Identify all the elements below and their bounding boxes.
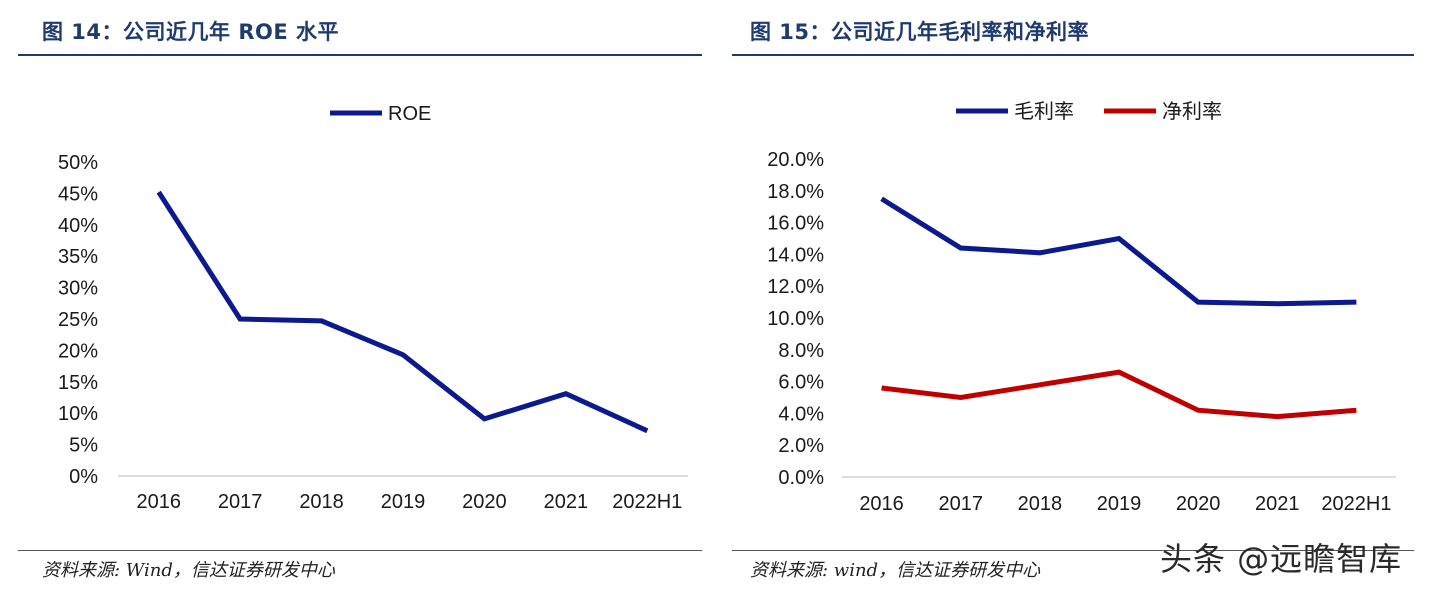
roe-figure-panel: 图 14：公司近几年 ROE 水平 0% 5% 10% 15% 20% 25% 30% 35%… (0, 0, 720, 593)
y-tick-label: 10.0% (767, 308, 824, 330)
source-note: 资料来源: wind，信达证券研发中心 (750, 560, 1041, 581)
x-tick-label: 2019 (381, 491, 426, 513)
title-rule (732, 54, 1414, 56)
watermark: 头条 @远瞻智库 (1160, 540, 1403, 578)
y-tick-label: 5% (69, 435, 98, 457)
y-tick-label: 30% (58, 278, 98, 300)
y-tick-label: 16.0% (767, 213, 824, 235)
x-tick-label: 2021 (1255, 493, 1300, 515)
x-tick-label: 2016 (859, 493, 904, 515)
y-tick-label: 4.0% (778, 403, 824, 425)
x-tick-label: 2020 (462, 491, 507, 513)
x-tick-label: 2016 (136, 491, 181, 513)
figure-title: 图 15：公司近几年毛利率和净利率 (750, 20, 1090, 44)
y-tick-label: 6.0% (778, 372, 824, 394)
x-tick-label: 2019 (1097, 493, 1142, 515)
y-tick-label: 45% (58, 183, 98, 205)
y-tick-label: 15% (58, 372, 98, 394)
legend-label: ROE (388, 103, 431, 125)
x-tick-label: 2022H1 (1321, 493, 1391, 515)
series-line-0 (880, 196, 1357, 307)
y-tick-label: 40% (58, 215, 98, 237)
y-tick-label: 20.0% (767, 149, 824, 171)
y-tick-label: 0% (69, 466, 98, 488)
y-tick-label: 0.0% (778, 467, 824, 489)
y-tick-label: 10% (58, 403, 98, 425)
x-tick-label: 2018 (299, 491, 344, 513)
y-tick-label: 50% (58, 152, 98, 174)
margin-line-chart: 0.0% 2.0% 4.0% 6.0% 8.0% 10.0% 12.0% 14.0% 16.0%… (767, 100, 1396, 515)
y-tick-label: 12.0% (767, 276, 824, 298)
y-tick-label: 25% (58, 309, 98, 331)
y-tick-label: 18.0% (767, 181, 824, 203)
y-tick-label: 8.0% (778, 340, 824, 362)
y-tick-label: 14.0% (767, 244, 824, 266)
margin-figure-panel: 图 15：公司近几年毛利率和净利率 0.0% 2.0% 4.0% 6.0% 8.0% 10… (724, 0, 1444, 593)
roe-line-chart: 0% 5% 10% 15% 20% 25% 30% 35% 40% 45% 50% 2016 2017 2… (58, 103, 688, 513)
figure-title: 图 14：公司近几年 ROE 水平 (42, 20, 340, 44)
legend-label: 毛利率 (1014, 100, 1074, 123)
source-note: 资料来源: Wind，信达证券研发中心 (42, 560, 335, 581)
x-tick-label: 2017 (218, 491, 263, 513)
x-tick-label: 2022H1 (612, 491, 682, 513)
source-rule (732, 550, 1414, 551)
y-tick-label: 2.0% (778, 435, 824, 457)
x-tick-label: 2021 (544, 491, 589, 513)
y-tick-label: 20% (58, 340, 98, 362)
series-line-0 (156, 190, 649, 434)
x-tick-label: 2020 (1176, 493, 1221, 515)
series-line-1 (881, 369, 1357, 420)
x-tick-label: 2017 (938, 493, 983, 515)
legend-label: 净利率 (1162, 100, 1222, 123)
source-rule (18, 550, 702, 551)
title-rule (18, 54, 702, 56)
y-tick-label: 35% (58, 246, 98, 268)
x-tick-label: 2018 (1018, 493, 1063, 515)
